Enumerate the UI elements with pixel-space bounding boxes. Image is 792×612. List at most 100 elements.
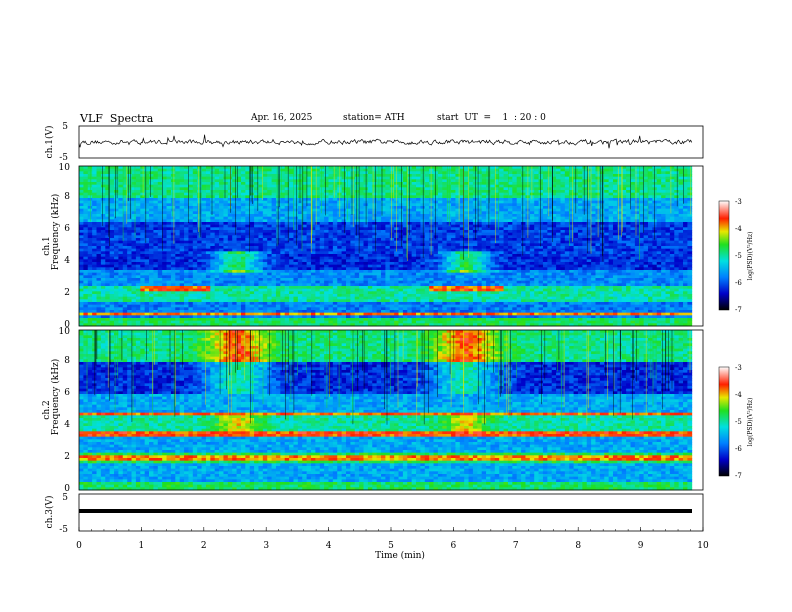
spectrogram-cell (459, 246, 465, 250)
spectrogram-cell (332, 227, 338, 231)
spectrogram-cell (170, 248, 176, 252)
spectrogram-cell (507, 176, 513, 180)
spectrogram-cell (669, 214, 675, 218)
spectrogram-cell (389, 232, 395, 236)
spectrogram-cell (79, 166, 84, 170)
spectrogram-cell (267, 182, 272, 186)
spectrogram-cell (328, 179, 334, 183)
spectrogram-cell (604, 251, 610, 255)
spectrogram-cell (402, 211, 408, 215)
spectrogram-cell (376, 240, 382, 244)
spectrogram-cell (131, 222, 137, 226)
spectrogram-cell (687, 211, 693, 215)
spectrogram-cell (499, 187, 504, 191)
spectrogram-cell (560, 195, 566, 199)
spectrogram-cell (538, 230, 544, 234)
spectrogram-cell (363, 240, 369, 244)
spectrogram-cell (451, 179, 456, 183)
spectrogram-cell (669, 190, 675, 194)
spectrogram-cell (337, 219, 343, 223)
spectrogram-cell (175, 259, 181, 263)
spectrogram-cell (210, 230, 216, 234)
spectrogram-cell (324, 187, 329, 191)
spectrogram-cell (459, 240, 465, 244)
spectrogram-cell (96, 235, 102, 239)
spectrogram-cell (634, 248, 640, 252)
spectrogram-cell (433, 256, 439, 260)
spectrogram-cell (114, 174, 119, 178)
spectrogram-cell (105, 211, 111, 215)
spectrogram-cell (306, 174, 312, 178)
spectrogram-cell (157, 246, 163, 250)
spectrogram-cell (648, 208, 653, 212)
spectrogram-cell (455, 243, 461, 247)
spectrogram-cell (310, 187, 316, 191)
spectrogram-cell (547, 208, 553, 212)
spectrogram-cell (210, 246, 216, 250)
spectrogram-cell (175, 238, 181, 242)
spectrogram-cell (127, 203, 132, 207)
spectrogram-cell (114, 251, 119, 255)
spectrogram-cell (499, 238, 504, 242)
spectrogram-cell (122, 182, 128, 186)
spectrogram-cell (170, 203, 176, 207)
spectrogram-cell (306, 256, 312, 260)
spectrogram-cell (376, 208, 382, 212)
spectrogram-cell (258, 230, 264, 234)
spectrogram-cell (634, 168, 640, 172)
spectrogram-cell (122, 216, 128, 220)
spectrogram-cell (319, 243, 325, 247)
spectrogram-cell (564, 182, 570, 186)
spectrogram-cell (140, 195, 146, 199)
spectrogram-cell (127, 232, 132, 236)
spectrogram-cell (284, 176, 290, 180)
spectrogram-cell (420, 166, 426, 170)
spectrogram-cell (442, 206, 448, 210)
spectrogram-cell (582, 216, 588, 220)
spectrogram-cell (310, 230, 316, 234)
spectrogram-cell (240, 235, 246, 239)
spectrogram-cell (249, 174, 255, 178)
spectrogram-cell (232, 184, 237, 188)
spectrogram-cell (345, 198, 351, 202)
spectrogram-cell (608, 232, 614, 236)
spectrogram-cell (542, 251, 548, 255)
spectrogram-cell (245, 259, 251, 263)
spectrogram-cell (140, 219, 146, 223)
spectrogram-cell (87, 230, 93, 234)
spectrogram-cell (359, 203, 364, 207)
spectrogram-cell (149, 166, 154, 170)
spectrogram-cell (586, 216, 592, 220)
spectrogram-cell (157, 216, 163, 220)
spectrogram-cell (114, 200, 119, 204)
spectrogram-cell (643, 214, 649, 218)
spectrogram-cell (486, 240, 491, 244)
spectrogram-cell (420, 168, 426, 172)
spectrogram-cell (153, 224, 159, 228)
spectrogram-cell (521, 254, 526, 258)
spectrogram-cell (617, 222, 623, 226)
spectrogram-cell (490, 224, 496, 228)
spectrogram-cell (556, 240, 561, 244)
spectrogram-cell (683, 187, 688, 191)
spectrogram-cell (674, 200, 680, 204)
spectrogram-cell (350, 211, 356, 215)
spectrogram-cell (402, 206, 408, 210)
spectrogram-cell (437, 198, 443, 202)
spectrogram-cell (105, 254, 111, 258)
spectrogram-cell (114, 222, 119, 226)
spectrogram-cell (135, 166, 141, 170)
spectrogram-cell (621, 192, 627, 196)
spectrogram-cell (289, 240, 294, 244)
spectrogram-cell (402, 174, 408, 178)
spectrogram-cell (656, 171, 662, 175)
spectrogram-cell (359, 166, 364, 170)
spectrogram-cell (385, 166, 391, 170)
ch1-spectrogram-image (79, 166, 693, 327)
spectrogram-cell (201, 187, 207, 191)
spectrogram-cell (402, 184, 408, 188)
spectrogram-cell (661, 208, 666, 212)
spectrogram-cell (310, 243, 316, 247)
spectrogram-cell (674, 248, 680, 252)
spectrogram-cell (118, 171, 124, 175)
